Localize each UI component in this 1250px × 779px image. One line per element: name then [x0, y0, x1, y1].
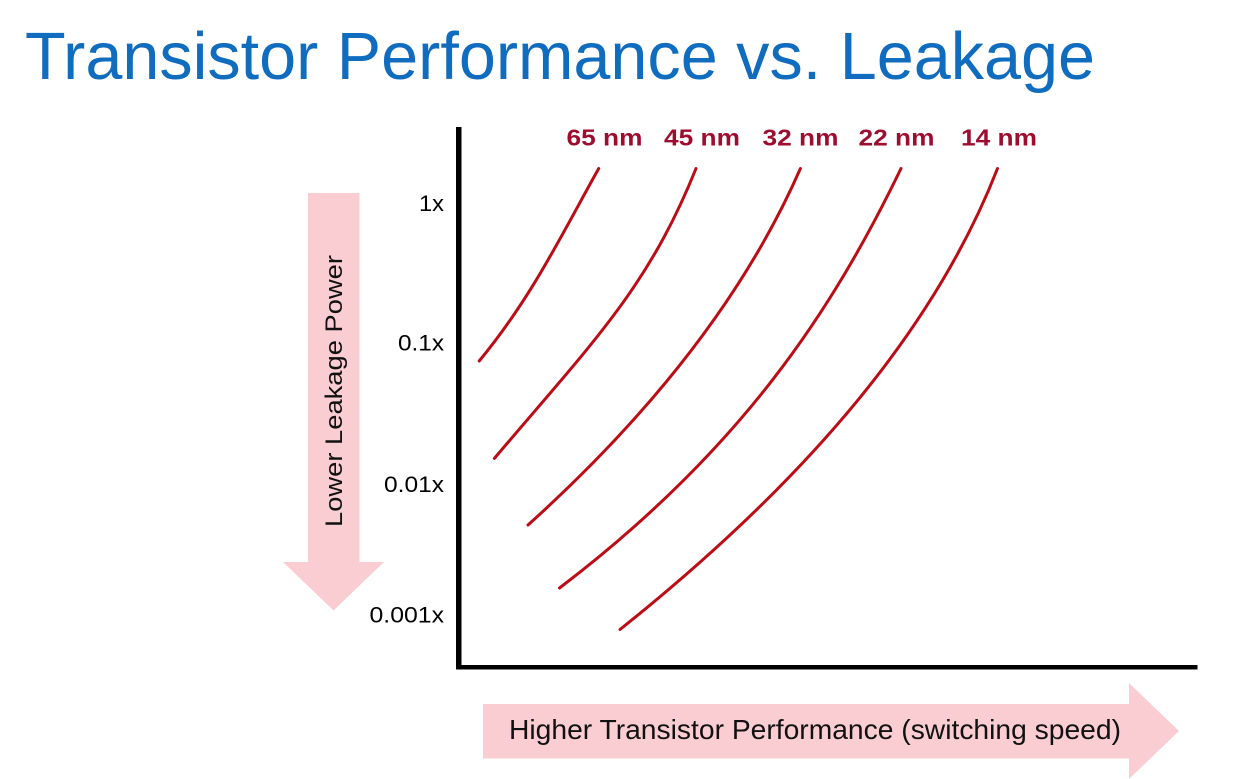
- svg-text:0.01x: 0.01x: [384, 472, 444, 497]
- svg-text:0.1x: 0.1x: [398, 331, 444, 356]
- svg-text:65 nm: 65 nm: [567, 125, 643, 151]
- svg-text:1x: 1x: [419, 191, 444, 216]
- svg-text:Higher Transistor Performance: Higher Transistor Performance (switching…: [509, 714, 1121, 745]
- svg-text:Lower Leakage Power: Lower Leakage Power: [321, 255, 348, 527]
- svg-text:32 nm: 32 nm: [763, 125, 839, 151]
- svg-text:14 nm: 14 nm: [961, 125, 1037, 151]
- svg-text:0.001x: 0.001x: [370, 602, 445, 627]
- svg-text:22 nm: 22 nm: [859, 125, 935, 151]
- svg-text:45 nm: 45 nm: [664, 125, 740, 151]
- svg-text:Transistor Performance vs. Lea: Transistor Performance vs. Leakage: [25, 19, 1095, 94]
